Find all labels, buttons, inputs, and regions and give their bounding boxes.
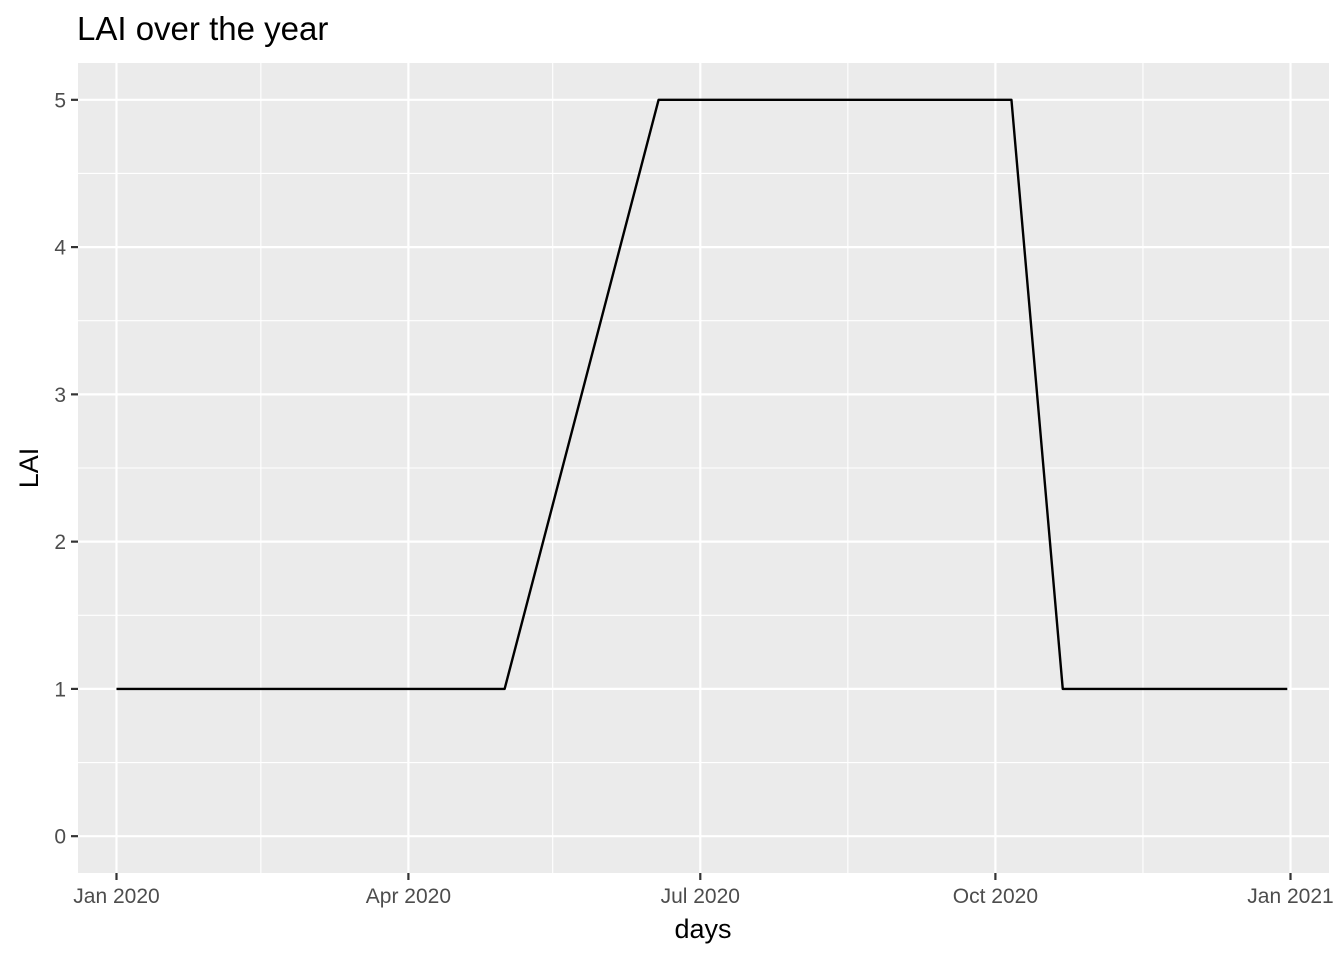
y-tick-label: 1: [54, 678, 66, 701]
x-tick-label: Apr 2020: [366, 885, 451, 908]
y-tick-label: 5: [54, 89, 66, 112]
x-axis-title: days: [674, 914, 731, 944]
x-tick-label: Jan 2020: [73, 885, 159, 908]
minor-gridlines: [78, 63, 1329, 873]
series-layer: [116, 98, 1288, 691]
series-line: [116, 98, 1288, 691]
x-axis: Jan 2020 Apr 2020 Jul 2020 Oct 2020 Jan 2021: [73, 873, 1334, 908]
y-tick-label: 3: [54, 384, 66, 407]
x-tick-label: Jan 2021: [1247, 885, 1333, 908]
y-tick-label: 4: [54, 237, 66, 260]
chart-title: LAI over the year: [77, 10, 328, 47]
x-tick-label: Jul 2020: [661, 885, 740, 908]
x-tick-label: Oct 2020: [953, 885, 1038, 908]
y-tick-label: 0: [54, 826, 66, 849]
y-axis: 0 1 2 3 4 5: [54, 89, 78, 849]
y-axis-title: LAI: [14, 448, 44, 489]
y-tick-label: 2: [54, 531, 66, 554]
